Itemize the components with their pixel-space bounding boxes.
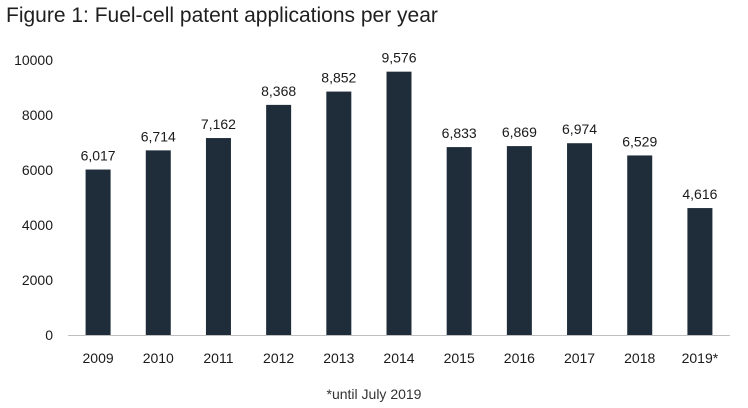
x-tick-label: 2013: [323, 350, 354, 366]
x-tick-label: 2015: [444, 350, 475, 366]
data-label: 6,529: [622, 133, 657, 149]
data-label: 7,162: [201, 116, 236, 132]
y-tick-label: 4000: [22, 217, 53, 233]
data-labels: 6,017 6,714 7,162 8,368 8,852 9,576 6,833 6,869…: [81, 50, 718, 202]
bar: [326, 91, 352, 335]
bar: [145, 150, 171, 335]
data-label: 6,833: [442, 125, 477, 141]
chart-title: Figure 1: Fuel-cell patent applications …: [6, 4, 438, 27]
data-label: 6,869: [502, 124, 537, 140]
y-axis-ticks: 0 2000 4000 6000 8000 10000: [14, 52, 53, 343]
x-tick-label: 2012: [263, 350, 294, 366]
x-tick-label: 2009: [83, 350, 114, 366]
bar: [386, 71, 412, 335]
y-tick-label: 10000: [14, 52, 53, 68]
bar: [446, 147, 472, 335]
x-tick-label: 2014: [383, 350, 414, 366]
y-tick-label: 2000: [22, 272, 53, 288]
data-label: 8,852: [321, 70, 356, 86]
bar: [687, 208, 713, 335]
x-tick-label: 2010: [143, 350, 174, 366]
y-tick-label: 8000: [22, 107, 53, 123]
bar: [266, 104, 292, 335]
data-label: 9,576: [381, 50, 416, 66]
bar: [567, 143, 593, 335]
footnote: *until July 2019: [326, 386, 422, 402]
y-tick-label: 6000: [22, 162, 53, 178]
bar: [506, 146, 532, 335]
x-tick-label: 2016: [504, 350, 535, 366]
x-tick-label: 2017: [564, 350, 595, 366]
x-axis-labels: 2009 2010 2011 2012 2013 2014 2015 2016 2017 2018…: [83, 350, 719, 366]
data-label: 6,017: [81, 148, 116, 164]
y-tick-label: 0: [45, 327, 53, 343]
bar: [205, 138, 231, 335]
bars: [85, 71, 713, 335]
x-tick-label: 2011: [203, 350, 233, 366]
data-label: 6,714: [141, 128, 176, 144]
bar: [627, 155, 653, 335]
data-label: 8,368: [261, 83, 296, 99]
data-label: 6,974: [562, 121, 597, 137]
x-tick-label: 2018: [624, 350, 655, 366]
bar: [85, 169, 111, 335]
x-tick-label: 2019*: [682, 350, 719, 366]
data-label: 4,616: [682, 186, 717, 202]
